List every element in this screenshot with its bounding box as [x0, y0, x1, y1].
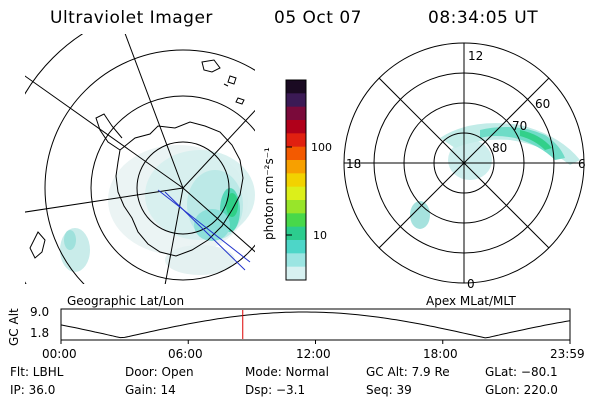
- instrument-title: Ultraviolet Imager: [50, 8, 213, 28]
- colorbar-cell: [286, 213, 306, 228]
- colorbar-tick-10: 10: [313, 229, 327, 242]
- colorbar-cell: [286, 133, 306, 148]
- mode-status: Mode: Normal: [245, 365, 329, 379]
- geographic-projection-label: Geographic Lat/Lon: [67, 294, 185, 308]
- ip-status: IP: 36.0: [10, 383, 56, 397]
- altitude-curve: [60, 311, 571, 339]
- island-marks: [201, 59, 245, 105]
- sequence-status: Seq: 39: [366, 383, 412, 397]
- time-tick-1800: 18:00: [423, 347, 458, 361]
- mlt-label-0: 0: [467, 277, 475, 291]
- colorbar-cell: [286, 80, 306, 94]
- altitude-axis-label: GC Alt: [7, 308, 21, 346]
- time-tick-0600: 06:00: [168, 347, 203, 361]
- altitude-tick-low: 1.8: [30, 326, 50, 340]
- colorbar-cell: [286, 160, 306, 174]
- colorbar-cell: [286, 226, 306, 241]
- time-tick-2359: 23:59: [550, 347, 585, 361]
- colorbar-cell: [286, 186, 306, 201]
- mlat-label-70: 70: [512, 119, 527, 133]
- emission-left: [60, 145, 255, 275]
- mlat-label-60: 60: [535, 97, 550, 111]
- gain-status: Gain: 14: [125, 383, 176, 397]
- mlt-lines: [344, 43, 584, 283]
- mlt-label-18: 18: [346, 157, 361, 171]
- dsp-status: Dsp: −3.1: [245, 383, 306, 397]
- terminator-line-2: [164, 191, 246, 271]
- meridian-lines: [25, 34, 255, 284]
- time-tick-1200: 12:00: [296, 347, 331, 361]
- color-bar: 100 10: [285, 79, 332, 281]
- emission-right: [410, 123, 580, 229]
- time-tick-0000: 00:00: [42, 347, 77, 361]
- colorbar-cell: [286, 106, 306, 121]
- observation-date: 05 Oct 07: [274, 8, 362, 28]
- colorbar-cell: [286, 93, 306, 108]
- colorbar-cell: [286, 146, 306, 161]
- colorbar-cell: [286, 200, 306, 214]
- door-status: Door: Open: [125, 365, 194, 379]
- colorbar-cell: [286, 266, 306, 281]
- apex-projection-label: Apex MLat/MLT: [426, 294, 516, 308]
- south-america-coast: [29, 231, 46, 259]
- colorbar-cell: [286, 240, 306, 254]
- colorbar-cell: [286, 173, 306, 188]
- altitude-plot: [60, 308, 571, 344]
- polar-map: 12 0 18 6 80 70 60: [343, 42, 586, 291]
- antarctic-peninsula: [95, 113, 123, 151]
- mlt-label-6: 6: [578, 157, 586, 171]
- geographic-map: [25, 34, 255, 284]
- geographic-latitude: GLat: −80.1: [485, 365, 558, 379]
- filter-status: Flt: LBHL: [10, 365, 64, 379]
- geographic-longitude: GLon: 220.0: [485, 383, 558, 397]
- colorbar-cell: [286, 253, 306, 268]
- colorbar-tick-100: 100: [311, 141, 332, 154]
- observation-time: 08:34:05 UT: [428, 8, 539, 28]
- colorbar-unit-label: photon cm⁻²s⁻¹: [262, 147, 276, 240]
- antarctica-coastline: [115, 121, 244, 257]
- colorbar-cell: [286, 120, 306, 134]
- terminator-line-1: [157, 189, 251, 263]
- gc-altitude-status: GC Alt: 7.9 Re: [366, 365, 450, 379]
- latitude-circles: [25, 34, 255, 284]
- mlat-label-80: 80: [492, 141, 507, 155]
- altitude-tick-high: 9.0: [30, 305, 50, 319]
- mlt-label-12: 12: [468, 49, 483, 63]
